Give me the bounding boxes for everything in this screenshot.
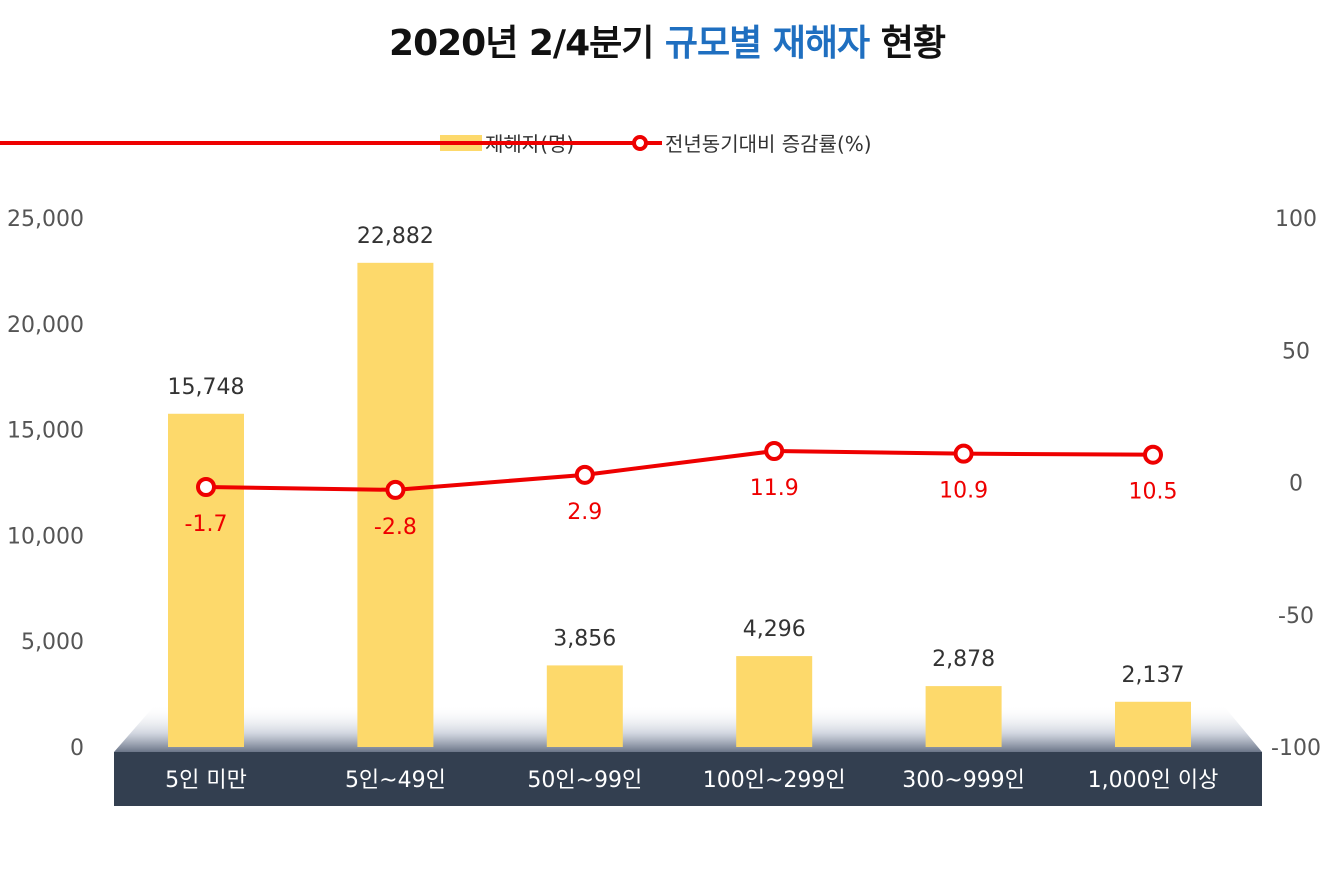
category-labels: 5인 미만 5인~49인 50인~99인 100인~299인 300~999인 1,000…: [165, 768, 1218, 793]
bar: [1115, 701, 1191, 747]
left-tick-label: 15,000: [7, 419, 84, 444]
bar: [168, 413, 244, 747]
bar-value-label: 4,296: [743, 617, 806, 642]
left-tick-label: 10,000: [7, 524, 84, 549]
bar-value-label: 2,137: [1122, 663, 1185, 688]
title-part2: 현황: [869, 23, 946, 64]
left-tick-label: 5,000: [21, 630, 84, 655]
legend: 재해자(명) 전년동기대비 증감률(%): [0, 132, 872, 156]
line-path: [205, 449, 1154, 492]
left-axis: 0 5,000 10,000 15,000 20,000 25,000: [7, 207, 84, 761]
left-tick-label: 0: [70, 736, 84, 761]
line-value-label: 11.9: [750, 476, 799, 501]
bar: [736, 656, 813, 747]
category-label: 5인~49인: [345, 768, 446, 793]
line-value-label: 10.5: [1129, 480, 1178, 505]
right-tick-label: 50: [1282, 339, 1310, 364]
category-label: 100인~299인: [703, 768, 846, 793]
bar: [546, 665, 623, 747]
x-axis-band: [114, 752, 1262, 806]
category-label: 50인~99인: [527, 768, 642, 793]
line-value-label: 2.9: [567, 500, 602, 525]
bar-value-label: 2,878: [932, 647, 995, 672]
right-tick-label: -50: [1278, 604, 1314, 629]
right-axis: -100 -50 0 50 100: [1271, 207, 1321, 761]
legend-line-label: 전년동기대비 증감률(%): [665, 132, 872, 156]
bar-value-label: 22,882: [357, 224, 434, 249]
line-value-label: 10.9: [939, 479, 988, 504]
chart-floor: [114, 705, 1262, 752]
title-part1: 2020년 2/4분기: [389, 23, 665, 64]
line-series: [196, 441, 1163, 500]
category-label: 1,000인 이상: [1088, 768, 1219, 793]
bar-series: [168, 262, 1191, 747]
line-marker: [196, 476, 216, 497]
bar: [357, 262, 434, 747]
right-tick-label: 0: [1289, 472, 1303, 497]
line-marker: [1143, 444, 1163, 465]
title-highlight: 규모별 재해자: [664, 23, 870, 64]
bar-value-labels: 15,748 22,882 3,856 4,296 2,878 2,137: [168, 224, 1185, 688]
right-tick-label: -100: [1271, 736, 1321, 761]
left-tick-label: 20,000: [7, 313, 84, 338]
left-tick-label: 25,000: [7, 207, 84, 232]
chart-title: 2020년 2/4분기 규모별 재해자 현황: [0, 14, 1334, 66]
line-marker: [764, 441, 785, 462]
category-label: 300~999인: [902, 768, 1025, 793]
bar-value-label: 3,856: [553, 626, 616, 651]
line-value-label: -2.8: [374, 515, 417, 540]
line-marker: [953, 443, 974, 464]
category-label: 5인 미만: [165, 768, 247, 793]
line-marker: [385, 479, 406, 500]
bar-value-label: 15,748: [168, 375, 245, 400]
line-marker: [574, 464, 595, 485]
line-value-label: -1.7: [185, 512, 228, 537]
right-tick-label: 100: [1275, 207, 1317, 232]
legend-line-marker: [632, 135, 648, 151]
bar: [925, 686, 1002, 747]
line-value-labels: -1.7 -2.8 2.9 11.9 10.9 10.5: [185, 476, 1178, 540]
